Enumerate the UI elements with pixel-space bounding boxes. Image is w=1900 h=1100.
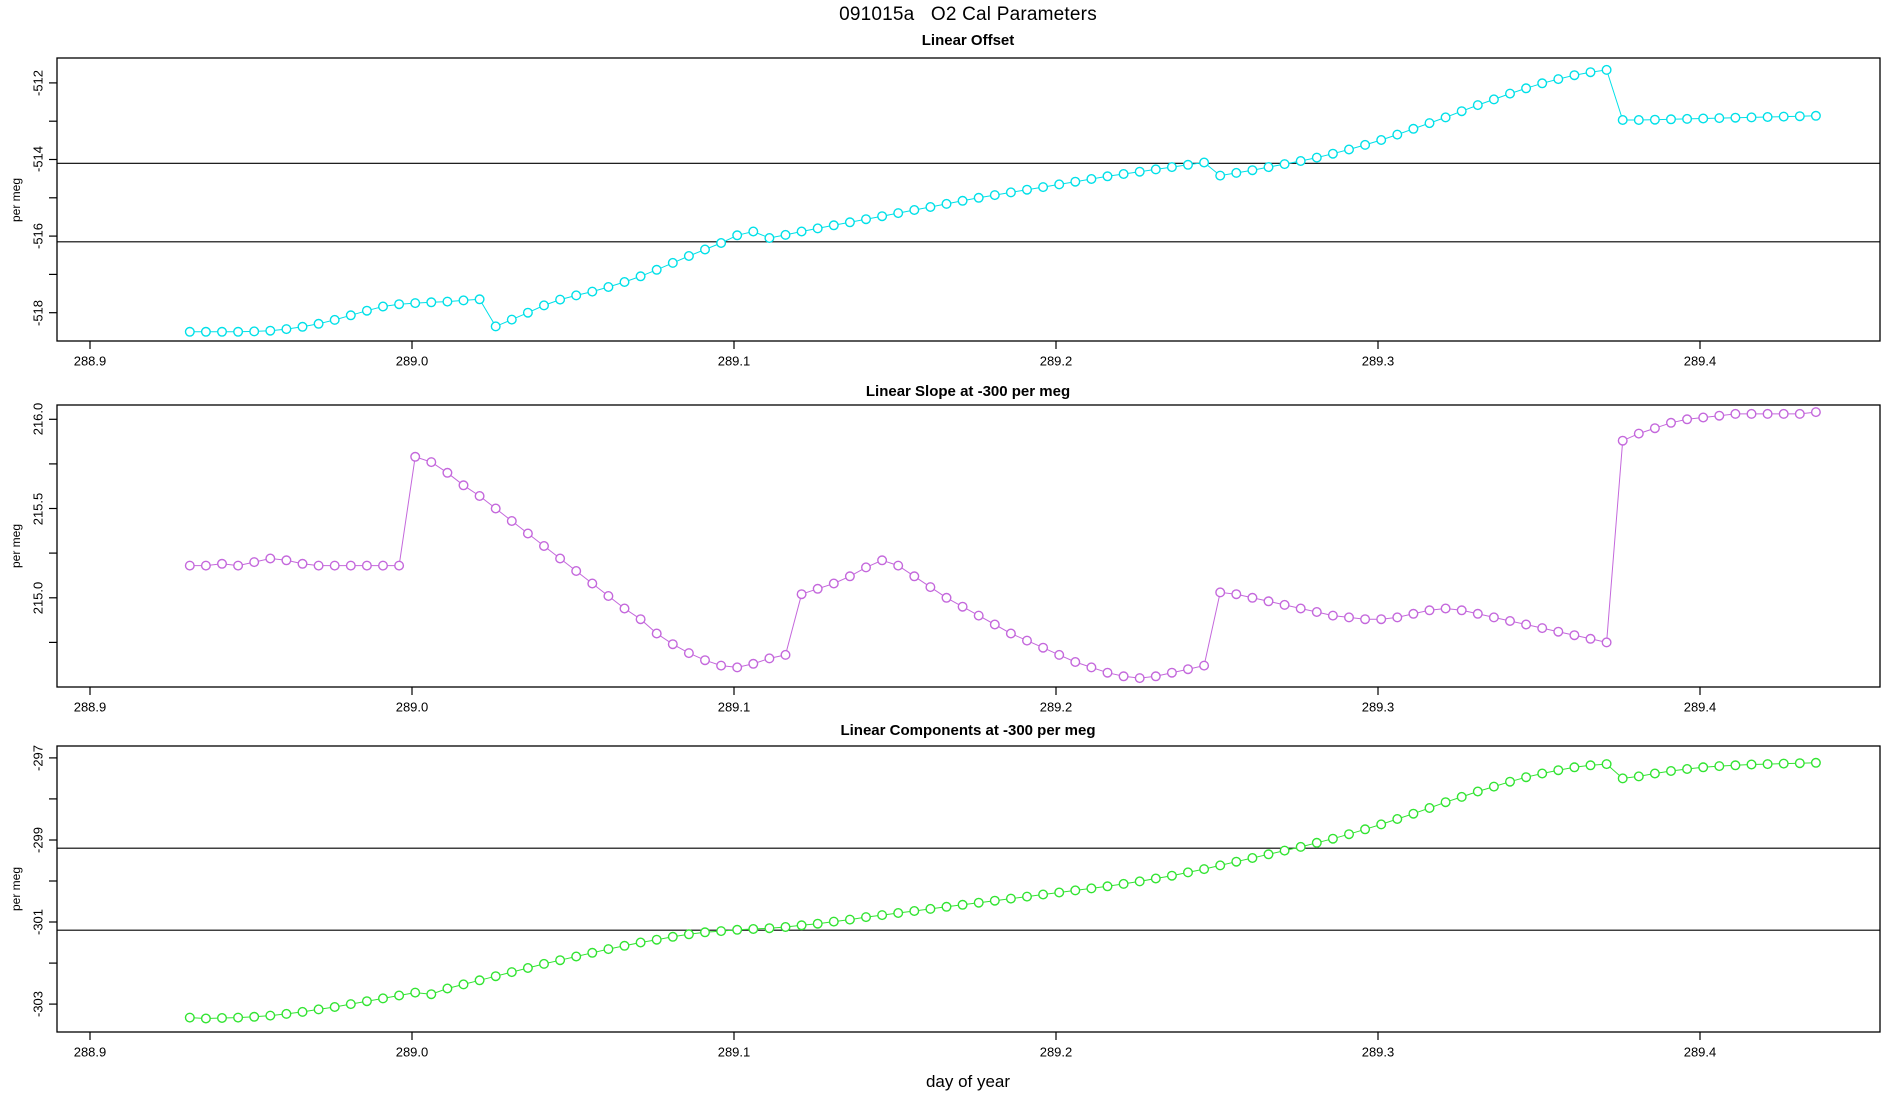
x-tick-label: 289.1 <box>717 353 751 369</box>
x-tick-label: 289.1 <box>717 1044 751 1060</box>
series-points <box>184 64 1821 337</box>
y-tick-label: -301 <box>30 909 46 936</box>
x-tick-label: 288.9 <box>73 1044 107 1060</box>
panel-border <box>56 745 1881 1033</box>
x-tick-label: 289.0 <box>395 699 429 715</box>
x-tick-label: 289.0 <box>395 353 429 369</box>
y-tick-label: 215.5 <box>30 492 46 525</box>
panel-border <box>56 404 1881 688</box>
x-tick-label: 289.4 <box>1683 1044 1717 1060</box>
y-tick-label: 215.0 <box>30 581 46 615</box>
y-tick-label: -518 <box>30 299 46 326</box>
figure-title: 091015a O2 Cal Parameters <box>839 4 1097 25</box>
x-tick-label: 289.4 <box>1683 353 1717 369</box>
y-tick-label: 216.0 <box>30 402 46 436</box>
y-tick-label: -512 <box>30 69 46 96</box>
panel-title-linear-components: Linear Components at -300 per meg <box>840 722 1096 739</box>
x-tick-label: 288.9 <box>73 699 107 715</box>
x-tick-label: 289.3 <box>1361 353 1395 369</box>
y-tick-label: -516 <box>30 223 46 250</box>
x-tick-label: 289.2 <box>1039 699 1073 715</box>
panel-2 <box>49 404 1881 695</box>
x-tick-label: 289.2 <box>1039 1044 1073 1060</box>
y-tick-label: -299 <box>30 826 46 853</box>
x-tick-label: 289.3 <box>1361 1044 1395 1060</box>
series-points <box>184 407 1821 684</box>
series-line <box>189 762 1816 1020</box>
panel-title-linear-offset: Linear Offset <box>921 32 1015 49</box>
x-axis-label: day of year <box>925 1072 1011 1091</box>
x-tick-label: 288.9 <box>73 353 107 369</box>
panel-1 <box>49 57 1881 349</box>
x-tick-label: 289.3 <box>1361 699 1395 715</box>
series-points <box>184 757 1821 1024</box>
x-tick-label: 289.1 <box>717 699 751 715</box>
y-tick-label: -514 <box>30 146 46 173</box>
series-line <box>189 69 1816 333</box>
panel-border <box>56 57 1881 342</box>
x-tick-label: 289.0 <box>395 1044 429 1060</box>
y-tick-label: -303 <box>30 991 46 1018</box>
x-tick-label: 289.4 <box>1683 699 1717 715</box>
y-tick-label: -297 <box>30 744 46 771</box>
panel-title-linear-slope: Linear Slope at -300 per meg <box>865 383 1071 400</box>
panel-3 <box>49 745 1881 1040</box>
x-tick-label: 289.2 <box>1039 353 1073 369</box>
